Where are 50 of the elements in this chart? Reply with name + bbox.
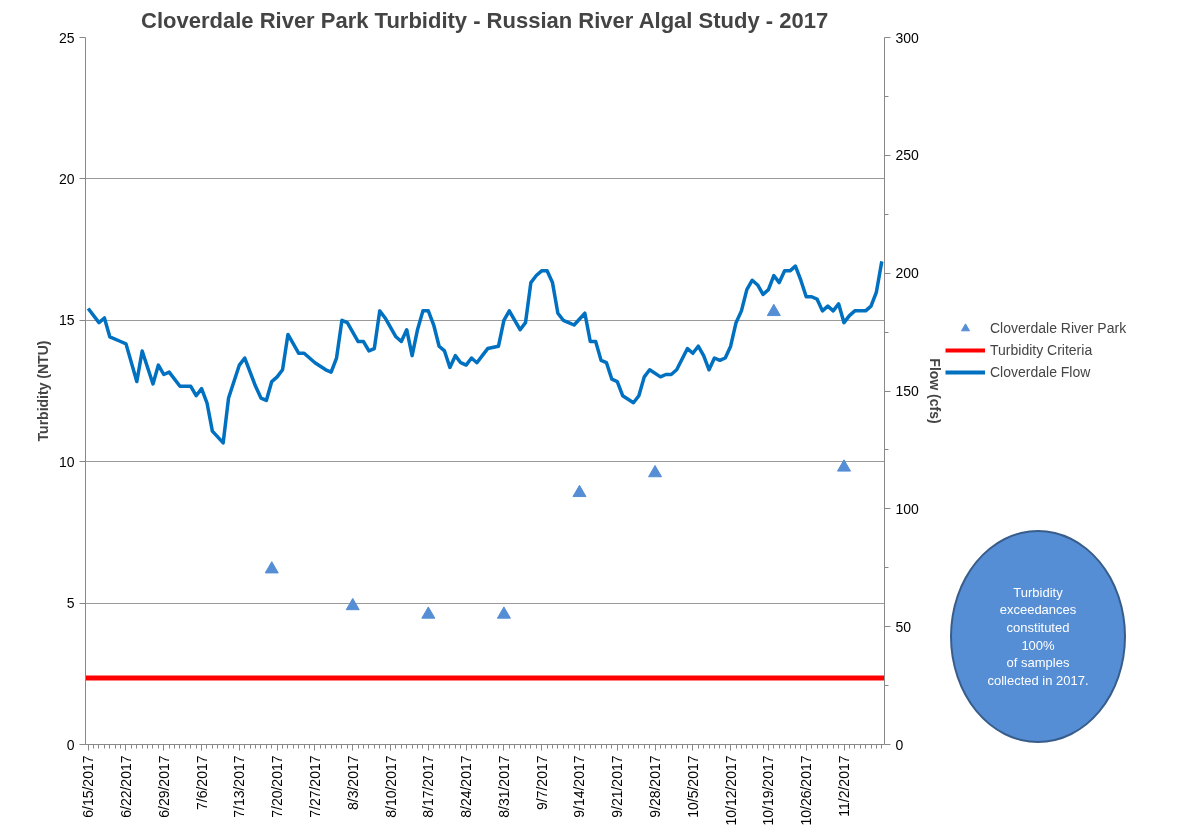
y2-tick-label: 150 [895,383,920,399]
x-tick-label: 7/27/2017 [306,755,323,818]
y2-tick-label: 200 [895,265,920,282]
x-tick-label: 8/10/2017 [382,755,399,818]
x-tick-label: 8/17/2017 [420,755,437,818]
x-tick-label: 7/6/2017 [193,755,210,810]
y-tick-label: 10 [58,453,75,470]
x-tick-label: 9/14/2017 [571,755,588,818]
x-tick-label: 8/31/2017 [495,755,512,818]
text: Turbidity exceedances constituted 100% of samples collected in 2017. [987,583,1089,690]
x-tick-label: 10/12/2017 [722,755,739,826]
x-tick-label: 6/29/2017 [155,755,172,818]
legend-label: Cloverdale Flow [990,364,1091,380]
point [572,484,587,498]
point [496,606,511,619]
point [421,606,436,619]
x-tick-label: 7/20/2017 [269,755,286,818]
x-tick-label: 9/28/2017 [647,755,664,818]
line-series [86,259,884,445]
x-tick-label: 6/15/2017 [80,755,97,818]
x-tick-label: 10/26/2017 [798,755,815,826]
x-tick-label: 8/3/2017 [344,755,361,810]
x-tick-label: 6/22/2017 [117,755,134,818]
y-tick-label: 15 [58,312,75,329]
chart-title: Cloverdale River Park Turbidity - Russian River Algal Study - 2017 [141,7,829,33]
point [837,459,852,472]
x-tick-label: 10/5/2017 [684,755,701,818]
x-tick-label: 9/21/2017 [609,755,626,818]
point [264,561,279,574]
y-tick-label: 5 [66,595,75,612]
y2-tick-label: 100 [895,500,920,517]
x-tick-label: 11/2/2017 [836,755,853,817]
y2-tick-label: 300 [895,29,920,46]
x-tick-label: 7/13/2017 [231,755,248,818]
y2-tick-label: 250 [895,147,920,164]
point [766,303,781,317]
y-tick-label: 0 [66,736,75,753]
legend-label: Turbidity Criteria [990,342,1093,358]
y-tick-label: 25 [58,29,75,46]
y2-axis-title: Flow (cfs) [926,358,943,424]
y2-tick-label: 0 [895,736,904,753]
y-tick-label: 20 [58,170,75,187]
y2-tick-label: 50 [895,618,912,635]
y-axis-title: Turbidity (NTU) [34,340,51,442]
point [345,597,360,611]
x-tick-label: 9/7/2017 [533,755,550,810]
point [648,465,663,478]
x-tick-label: 10/19/2017 [760,755,777,826]
x-tick-label: 8/24/2017 [458,755,475,818]
legend-label: Cloverdale River Park [990,320,1127,336]
